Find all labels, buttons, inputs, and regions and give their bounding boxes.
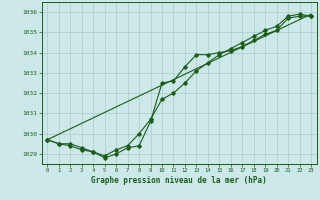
X-axis label: Graphe pression niveau de la mer (hPa): Graphe pression niveau de la mer (hPa) (91, 176, 267, 185)
